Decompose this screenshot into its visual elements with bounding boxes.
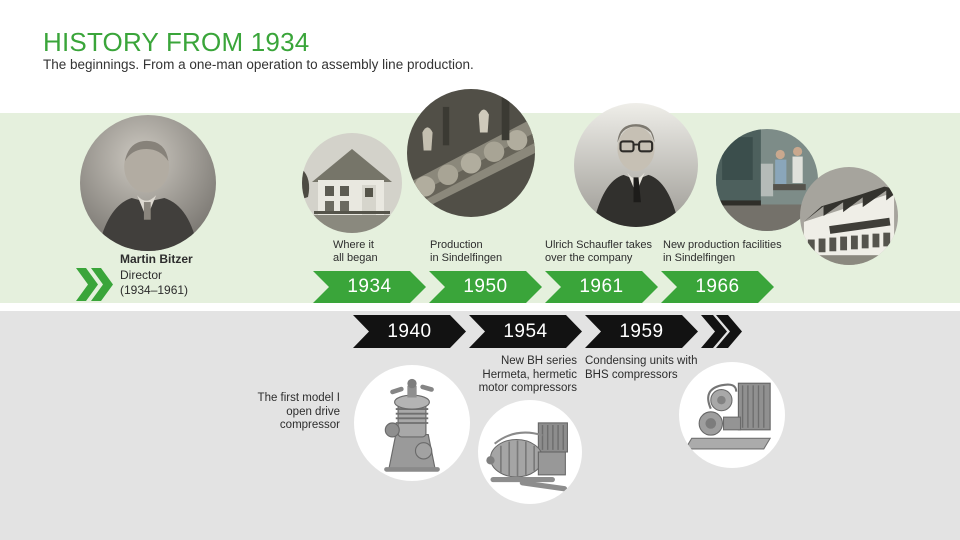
director-name: Martin Bitzer <box>120 252 193 266</box>
martin-bitzer-photo <box>80 115 216 251</box>
year-arrow-1966: 1966 <box>661 271 774 303</box>
first-building-photo <box>302 133 402 233</box>
milestone-caption-1940: The first model I open drive compressor <box>257 392 340 431</box>
director-caption: Martin Bitzer Director (1934–1961) <box>120 252 193 299</box>
year-arrow-1934: 1934 <box>313 271 426 303</box>
year-arrow-1950: 1950 <box>429 271 542 303</box>
double-chevron-icon <box>76 268 113 301</box>
milestone-caption-1959: Condensing units with BHS compressors <box>585 355 698 381</box>
milestone-caption-1954: New BH series Hermeta, hermetic motor co… <box>478 355 577 394</box>
ulrich-schaufler-photo <box>574 103 698 227</box>
bh-hermeta-compressor-photo <box>478 400 582 504</box>
year-arrow-1961: 1961 <box>545 271 658 303</box>
milestone-caption-1961: Ulrich Schaufler takes over the company <box>545 239 652 264</box>
year-arrow-1959: 1959 <box>585 315 698 348</box>
sawtooth-building-photo <box>800 167 898 265</box>
year-arrow-1954: 1954 <box>469 315 582 348</box>
production-line-photo <box>407 89 535 217</box>
milestone-caption-1966: New production facilities in Sindelfinge… <box>663 239 782 264</box>
timeline-band-gray <box>0 311 960 540</box>
page-title: HISTORY FROM 1934 <box>43 27 310 57</box>
black-timeline: 1940 1954 1959 <box>353 315 698 348</box>
bhs-condensing-unit-photo <box>679 362 785 468</box>
milestone-caption-1950: Production in Sindelfingen <box>430 239 503 264</box>
milestone-caption-1934: Where it all began <box>333 239 378 264</box>
double-chevron-icon <box>701 315 742 348</box>
year-arrow-1940: 1940 <box>353 315 466 348</box>
model-i-compressor-photo <box>354 365 470 481</box>
director-tenure: (1934–1961) <box>120 283 189 297</box>
page-subtitle: The beginnings. From a one-man operation… <box>43 57 474 72</box>
green-timeline: 1934 1950 1961 1966 <box>313 271 774 303</box>
director-role: Director <box>120 267 163 282</box>
